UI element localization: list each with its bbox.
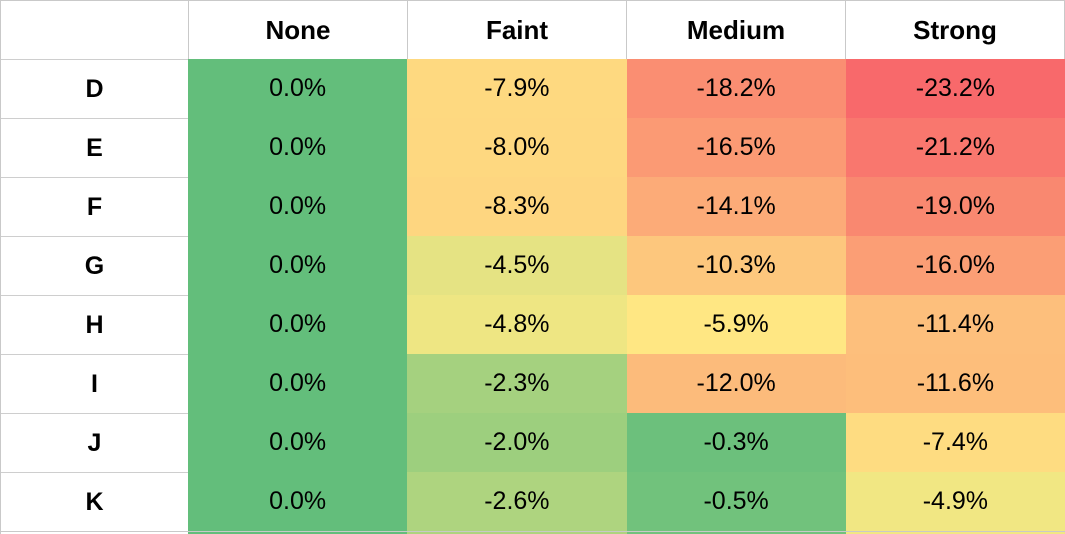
heatmap-cell-f-medium[interactable]: -14.1% xyxy=(626,177,846,236)
row-label-f[interactable]: F xyxy=(1,177,188,236)
row-label-g[interactable]: G xyxy=(1,236,188,295)
partial-next-row xyxy=(1,532,1065,534)
heatmap-cell-i-strong[interactable]: -11.6% xyxy=(845,354,1065,413)
heatmap-cell-g-faint[interactable]: -4.5% xyxy=(407,236,627,295)
heatmap-cell-j-medium[interactable]: -0.3% xyxy=(626,413,846,472)
row-label-h[interactable]: H xyxy=(1,295,188,354)
column-header-faint[interactable]: Faint xyxy=(407,1,626,59)
table-row: F 0.0% -8.3% -14.1% -19.0% xyxy=(1,177,1065,236)
heatmap-cell-j-strong[interactable]: -7.4% xyxy=(845,413,1065,472)
row-label-e[interactable]: E xyxy=(1,118,188,177)
heatmap-cell-k-strong[interactable]: -4.9% xyxy=(845,472,1065,531)
heatmap-cell-d-none[interactable]: 0.0% xyxy=(188,59,408,118)
heatmap-cell-h-none[interactable]: 0.0% xyxy=(188,295,408,354)
partial-cell xyxy=(845,532,1065,534)
table-row: G 0.0% -4.5% -10.3% -16.0% xyxy=(1,236,1065,295)
column-header-none[interactable]: None xyxy=(188,1,407,59)
heatmap-cell-k-medium[interactable]: -0.5% xyxy=(626,472,846,531)
partial-row-label-area xyxy=(1,532,188,534)
partial-cell xyxy=(626,532,846,534)
table-row: D 0.0% -7.9% -18.2% -23.2% xyxy=(1,59,1065,118)
heatmap-cell-g-none[interactable]: 0.0% xyxy=(188,236,408,295)
partial-cell xyxy=(407,532,627,534)
table-row: H 0.0% -4.8% -5.9% -11.4% xyxy=(1,295,1065,354)
heatmap-cell-j-faint[interactable]: -2.0% xyxy=(407,413,627,472)
row-label-k[interactable]: K xyxy=(1,472,188,531)
heatmap-cell-g-strong[interactable]: -16.0% xyxy=(845,236,1065,295)
heatmap-cell-j-none[interactable]: 0.0% xyxy=(188,413,408,472)
heatmap-cell-e-faint[interactable]: -8.0% xyxy=(407,118,627,177)
heatmap-cell-h-medium[interactable]: -5.9% xyxy=(626,295,846,354)
heatmap-cell-d-strong[interactable]: -23.2% xyxy=(845,59,1065,118)
bottom-gridline xyxy=(1,531,1065,532)
row-label-d[interactable]: D xyxy=(1,59,188,118)
heatmap-cell-e-medium[interactable]: -16.5% xyxy=(626,118,846,177)
partial-cell xyxy=(188,532,408,534)
heatmap-cell-i-none[interactable]: 0.0% xyxy=(188,354,408,413)
heatmap-cell-e-strong[interactable]: -21.2% xyxy=(845,118,1065,177)
heatmap-cell-f-faint[interactable]: -8.3% xyxy=(407,177,627,236)
row-label-j[interactable]: J xyxy=(1,413,188,472)
heatmap-cell-h-faint[interactable]: -4.8% xyxy=(407,295,627,354)
column-header-medium[interactable]: Medium xyxy=(626,1,845,59)
table-row: E 0.0% -8.0% -16.5% -21.2% xyxy=(1,118,1065,177)
heatmap-cell-d-faint[interactable]: -7.9% xyxy=(407,59,627,118)
table-body: D 0.0% -7.9% -18.2% -23.2% E 0.0% -8.0% -16.5% -2… xyxy=(1,59,1065,531)
heatmap-cell-h-strong[interactable]: -11.4% xyxy=(845,295,1065,354)
header-row: None Faint Medium Strong xyxy=(1,1,1065,59)
row-label-i[interactable]: I xyxy=(1,354,188,413)
table-row: K 0.0% -2.6% -0.5% -4.9% xyxy=(1,472,1065,531)
heatmap-cell-i-faint[interactable]: -2.3% xyxy=(407,354,627,413)
table-row: J 0.0% -2.0% -0.3% -7.4% xyxy=(1,413,1065,472)
heatmap-cell-k-none[interactable]: 0.0% xyxy=(188,472,408,531)
column-header-strong[interactable]: Strong xyxy=(845,1,1065,59)
corner-cell[interactable] xyxy=(1,1,188,59)
heatmap-cell-f-strong[interactable]: -19.0% xyxy=(845,177,1065,236)
heatmap-cell-i-medium[interactable]: -12.0% xyxy=(626,354,846,413)
heatmap-cell-g-medium[interactable]: -10.3% xyxy=(626,236,846,295)
heatmap-cell-f-none[interactable]: 0.0% xyxy=(188,177,408,236)
heatmap-cell-k-faint[interactable]: -2.6% xyxy=(407,472,627,531)
heatmap-cell-e-none[interactable]: 0.0% xyxy=(188,118,408,177)
heatmap-cell-d-medium[interactable]: -18.2% xyxy=(626,59,846,118)
table-row: I 0.0% -2.3% -12.0% -11.6% xyxy=(1,354,1065,413)
